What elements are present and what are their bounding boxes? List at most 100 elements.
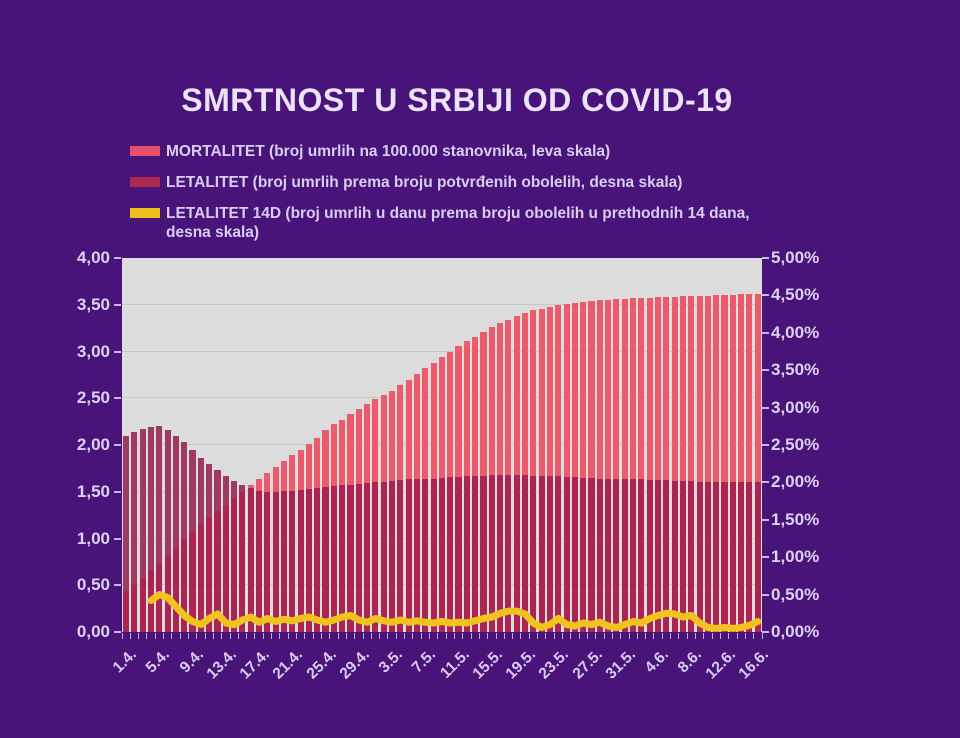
x-axis-day-tick (312, 633, 314, 639)
x-axis-day-tick (462, 633, 464, 639)
bar (679, 296, 686, 632)
x-axis-day-tick (478, 633, 480, 639)
bar-overlap-segment (247, 488, 254, 632)
legend-label: LETALITET (broj umrlih prema broju potvr… (166, 174, 683, 191)
bar (231, 480, 238, 632)
bar-overlap-segment (397, 480, 404, 632)
x-axis-day-tick (179, 633, 181, 639)
right-axis-tick (762, 593, 769, 596)
right-axis-tick (762, 294, 769, 297)
x-axis-day-tick (686, 633, 688, 639)
x-axis-day-tick (553, 633, 555, 639)
bar (729, 295, 736, 632)
bar-overlap-segment (621, 479, 628, 632)
bar-overlap-segment (455, 477, 462, 632)
bar (696, 296, 703, 632)
x-axis-day-tick (262, 633, 264, 639)
bar-overlap-segment (422, 478, 429, 632)
right-axis-tick (762, 631, 769, 633)
bar-overlap-segment (605, 478, 612, 632)
bar (704, 296, 711, 632)
x-axis-day-tick (296, 633, 298, 639)
x-axis-day-tick (246, 633, 248, 639)
bar-overlap-segment (322, 486, 329, 632)
bar (364, 403, 371, 632)
x-axis-day-tick (453, 633, 455, 639)
x-axis-day-tick (154, 633, 156, 639)
bar-overlap-segment (505, 474, 512, 632)
bar-overlap-segment (372, 482, 379, 632)
left-axis-tick (114, 350, 121, 353)
bar (555, 304, 562, 632)
bar-overlap-segment (206, 517, 213, 632)
x-axis-day-tick (578, 633, 580, 639)
bar (663, 297, 670, 632)
x-axis-day-tick (121, 633, 123, 639)
bar (222, 475, 229, 632)
x-axis-day-tick (744, 633, 746, 639)
bar-overlap-segment (289, 490, 296, 632)
left-axis-tick-label: 3,00 (76, 341, 110, 361)
bar-overlap-segment (521, 474, 529, 632)
x-axis-day-tick (520, 633, 522, 639)
bar (172, 436, 179, 632)
bar-overlap-segment (663, 480, 670, 632)
bar-overlap-segment (447, 477, 454, 632)
bar-overlap-segment (197, 524, 204, 632)
bar (613, 299, 620, 632)
bar-overlap-segment (497, 474, 504, 632)
bar-overlap-segment (688, 480, 695, 632)
x-axis-day-tick (370, 633, 372, 639)
bar-overlap-segment (231, 498, 238, 632)
right-axis-tick (762, 406, 769, 409)
bar-overlap-segment (172, 547, 179, 632)
bar-overlap-segment (563, 477, 570, 632)
bar (563, 303, 570, 632)
bar (480, 331, 487, 632)
left-axis-tick (114, 537, 121, 540)
left-axis-tick (114, 584, 121, 587)
bar (164, 430, 171, 632)
x-axis-day-tick (562, 633, 564, 639)
x-axis-day-tick (528, 633, 530, 639)
bar (571, 302, 578, 632)
bar-overlap-segment (131, 585, 138, 632)
x-axis-day-tick (728, 633, 730, 639)
x-axis-day-tick (320, 633, 322, 639)
x-axis-day-tick (395, 633, 397, 639)
left-axis-tick (114, 397, 121, 400)
bar (430, 362, 437, 632)
x-axis-day-tick (129, 633, 131, 639)
bar (596, 300, 603, 632)
bar-overlap-segment (139, 577, 146, 632)
bar (488, 327, 495, 632)
bar (289, 455, 296, 632)
bar (214, 470, 221, 632)
bar-overlap-segment (704, 481, 711, 632)
x-axis-day-tick (387, 633, 389, 639)
bar (455, 345, 462, 632)
left-axis-tick-label: 2,50 (76, 388, 110, 408)
bar (264, 473, 271, 632)
bar (472, 336, 479, 632)
bar (255, 478, 263, 632)
legend-item: LETALITET (broj umrlih prema broju potvr… (130, 173, 758, 192)
x-axis-day-tick (254, 633, 256, 639)
bar (513, 315, 520, 632)
bar-overlap-segment (438, 477, 445, 632)
legend-label: MORTALITET (broj umrlih na 100.000 stano… (166, 143, 611, 160)
bar (239, 484, 246, 632)
bar (189, 449, 196, 632)
x-axis-day-tick (229, 633, 231, 639)
bar-overlap-segment (264, 492, 271, 632)
bar-overlap-segment (696, 481, 703, 632)
bar (397, 385, 404, 632)
right-axis-tick-label: 1,00% (771, 547, 820, 567)
bar (546, 306, 553, 632)
bar (521, 313, 529, 632)
x-axis-day-tick (271, 633, 273, 639)
bar (754, 293, 761, 632)
bar (247, 485, 254, 632)
bar-overlap-segment (339, 485, 346, 632)
bar (588, 301, 595, 632)
